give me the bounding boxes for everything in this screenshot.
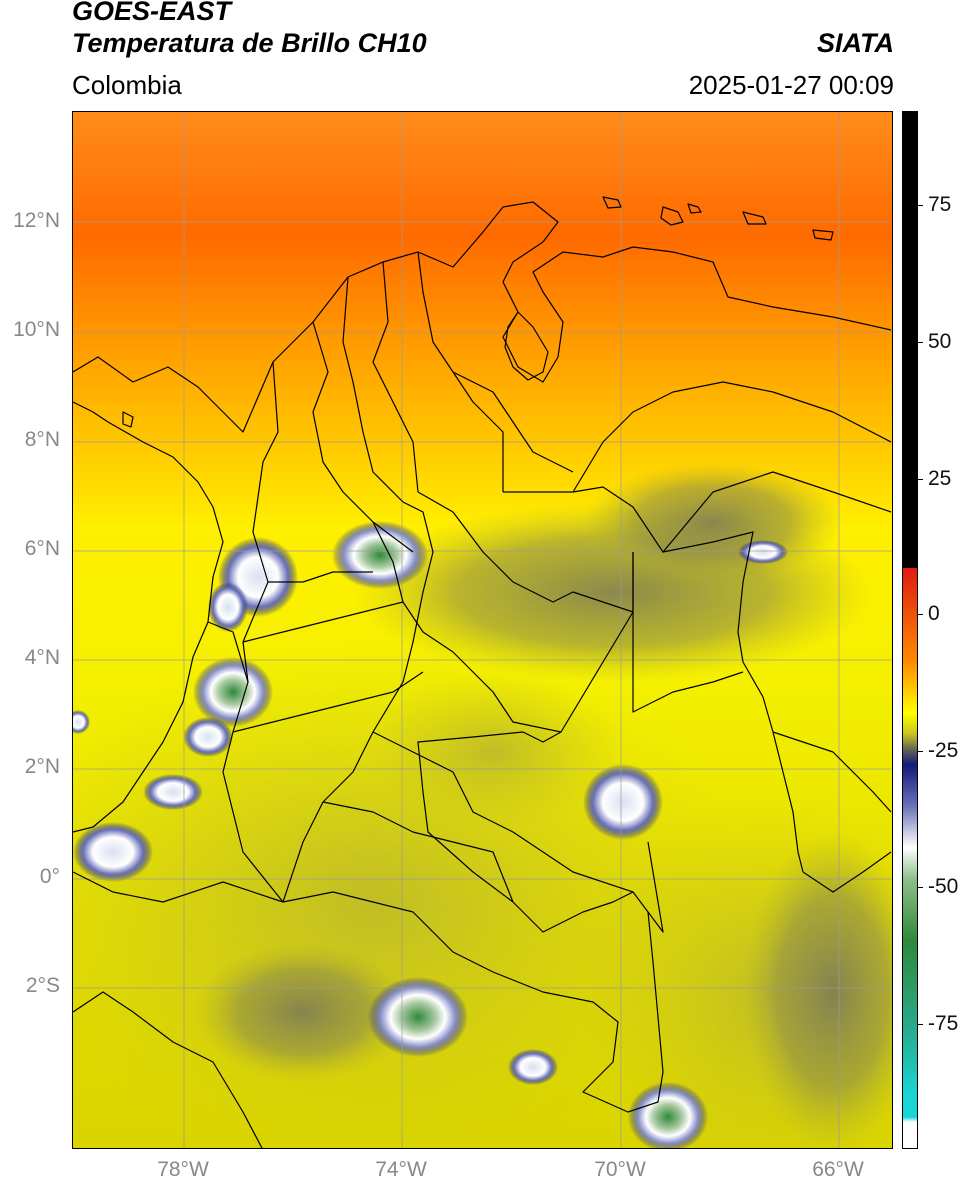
storm-cell [508, 1049, 558, 1085]
colorbar-tick [918, 751, 923, 752]
lon-label-70w: 70°W [594, 1158, 646, 1181]
colorbar-tick [918, 342, 923, 343]
colorbar-tick [918, 1024, 923, 1025]
lat-label-4n: 4°N [24, 646, 60, 669]
colorbar-label-0: 0 [928, 602, 940, 625]
colorbar [902, 111, 918, 1149]
colorbar-tick [918, 887, 923, 888]
product-title: Temperatura de Brillo CH10 [72, 28, 427, 58]
colorbar-label-50: 50 [928, 330, 952, 353]
timestamp-label: 2025-01-27 00:09 [688, 70, 894, 100]
region-label: Colombia [72, 70, 182, 100]
storm-cell [628, 1082, 708, 1148]
storm-cell [738, 540, 788, 564]
storm-cell [143, 774, 203, 810]
colorbar-tick [918, 479, 923, 480]
lat-label-8n: 8°N [24, 428, 60, 451]
graticule [73, 112, 892, 1148]
brightness-temperature-map[interactable] [72, 111, 893, 1149]
lat-label-6n: 6°N [24, 537, 60, 560]
storm-cell [193, 657, 273, 727]
storm-cell [368, 977, 468, 1057]
colorbar-label-minus75: -75 [928, 1012, 959, 1035]
colorbar-label-75: 75 [928, 193, 952, 216]
storm-cell [332, 521, 428, 589]
lon-label-78w: 78°W [157, 1158, 209, 1181]
satellite-title: GOES-EAST [72, 0, 232, 26]
colorbar-label-minus50: -50 [928, 875, 959, 898]
colorbar-label-25: 25 [928, 467, 952, 490]
map-svg [73, 112, 892, 1148]
storm-cell [183, 717, 233, 757]
borders [73, 196, 892, 1148]
lon-label-66w: 66°W [812, 1158, 864, 1181]
lat-label-12n: 12°N [13, 209, 60, 232]
colorbar-tick [918, 614, 923, 615]
colorbar-label-minus25: -25 [928, 739, 959, 762]
organization-label: SIATA [817, 28, 894, 58]
storm-cell [208, 582, 248, 632]
lat-label-2s: 2°S [25, 974, 60, 997]
colorbar-tick [918, 205, 923, 206]
lon-label-74w: 74°W [375, 1158, 427, 1181]
storm-cell [583, 764, 663, 840]
lat-label-10n: 10°N [13, 318, 60, 341]
storm-cell [73, 822, 153, 882]
storm-cell [73, 710, 90, 734]
lat-label-0: 0° [39, 865, 60, 888]
lat-label-2n: 2°N [24, 755, 60, 778]
